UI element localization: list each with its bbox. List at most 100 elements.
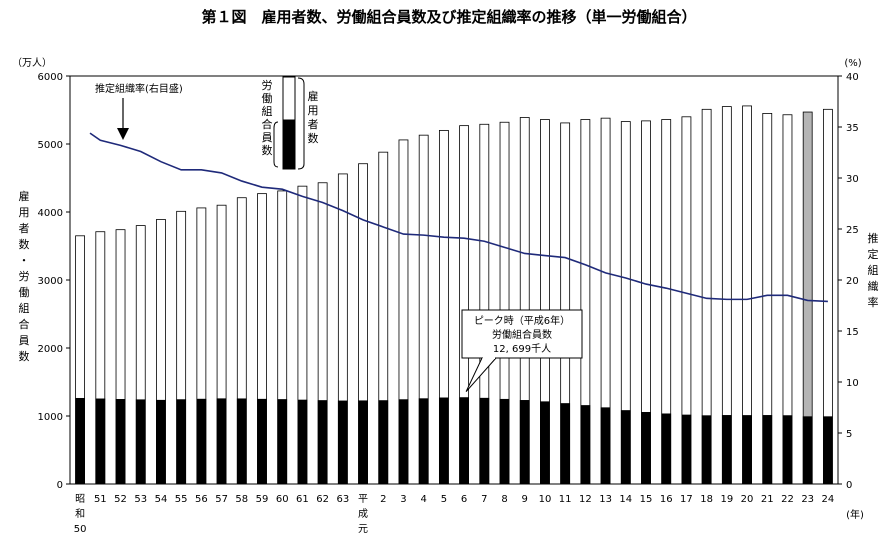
members-bar (135, 399, 146, 485)
members-bar (236, 398, 247, 485)
x-tick-label: 52 (114, 494, 127, 505)
members-bar (398, 399, 409, 485)
members-bar (782, 415, 793, 485)
members-bar (196, 398, 207, 485)
x-tick-label: 56 (195, 494, 208, 505)
x-tick-label: 24 (822, 494, 835, 505)
members-bar (681, 414, 692, 485)
x-tick-label: 22 (781, 494, 794, 505)
x-tick-label: 60 (276, 494, 289, 505)
legend-employees-brace (297, 77, 305, 170)
members-bar (459, 397, 470, 485)
rate-arrowhead (117, 128, 129, 140)
right-tick-label: 20 (846, 276, 859, 287)
x-tick-label: 14 (619, 494, 632, 505)
x-tick-label: 13 (599, 494, 612, 505)
left-axis-title: 合 (19, 317, 30, 331)
members-bar (560, 403, 571, 485)
bars (75, 105, 833, 485)
right-tick-label: 25 (846, 225, 859, 236)
right-axis-title: 定 (868, 247, 879, 261)
rate-line-group (89, 132, 828, 303)
members-bar (540, 401, 550, 485)
x-tick-label: 平 (358, 494, 368, 505)
members-bar (661, 413, 672, 485)
right-axis-title: 推 (868, 231, 879, 245)
members-bar (600, 407, 611, 485)
legend-members-label: 員 (262, 131, 273, 144)
members-bar (216, 398, 227, 485)
members-bar (822, 416, 833, 485)
x-tick-label: 54 (155, 494, 168, 505)
legend-members-bar (282, 119, 296, 170)
x-tick-label: 元 (358, 524, 368, 535)
x-tick-label: 51 (94, 494, 107, 505)
right-tick-label: 35 (846, 123, 859, 134)
left-axis-title: 雇 (19, 189, 30, 203)
members-bar (317, 400, 328, 485)
members-bar (95, 398, 106, 485)
x-tick-label: 55 (175, 494, 188, 505)
members-bar (438, 397, 449, 485)
members-bar (176, 399, 187, 485)
members-bar (721, 415, 732, 485)
x-tick-label: 20 (741, 494, 754, 505)
legend-employees-label: 者 (308, 118, 319, 131)
members-bar (641, 411, 651, 485)
legend-members-label: 組 (262, 105, 273, 118)
x-tick-label: 18 (700, 494, 713, 505)
left-axis-title: 働 (19, 286, 30, 299)
x-tick-label: 9 (522, 494, 528, 505)
x-tick-label: 4 (420, 494, 426, 505)
left-tick-label: 5000 (38, 140, 63, 151)
right-axis-title: 組 (868, 264, 879, 277)
peak-callout-pointer (465, 357, 497, 392)
x-tick-label: 62 (316, 494, 329, 505)
rate-line (89, 132, 828, 303)
x-tick-label: 58 (235, 494, 248, 505)
members-bar (499, 398, 510, 485)
members-bar (762, 415, 773, 485)
left-tick-label: 3000 (38, 276, 63, 287)
x-tick-label: 53 (134, 494, 147, 505)
x-tick-label: 17 (680, 494, 693, 505)
right-tick-label: 10 (846, 378, 859, 389)
left-axis-title: 労 (19, 269, 30, 283)
x-tick-label: 成 (358, 508, 368, 520)
x-tick-label: 15 (640, 494, 653, 505)
members-bar (257, 398, 267, 485)
left-axis-title: 員 (19, 334, 30, 347)
x-tick-label: 和 (75, 508, 85, 520)
members-bar (701, 415, 712, 485)
left-axis-title: 用 (19, 206, 30, 219)
members-bar (742, 415, 752, 485)
x-tick-label: 12 (579, 494, 592, 505)
members-bar (620, 410, 631, 485)
x-tick-label: 10 (539, 494, 552, 505)
axes: 0 1000 2000 3000 4000 5000 6000 0 5 10 15 20 25 30 35 4… (38, 72, 859, 491)
members-bar (358, 400, 368, 485)
left-axis-title: ・ (19, 254, 30, 267)
legend-members-label: 労 (262, 78, 273, 92)
peak-callout-box (461, 309, 583, 359)
legend-employees-label: 雇 (308, 89, 319, 103)
x-tick-label: 63 (336, 494, 349, 505)
right-tick-label: 15 (846, 327, 859, 338)
right-tick-label: 0 (846, 480, 852, 491)
legend-employees-label: 数 (308, 132, 319, 145)
members-bar (277, 399, 288, 485)
x-tick-label: 2 (380, 494, 386, 505)
legend-employees-label: 用 (308, 104, 319, 117)
members-bar (156, 399, 166, 485)
legend-members-label: 数 (262, 144, 273, 157)
x-tick-label: 3 (400, 494, 406, 505)
right-axis-title: 織 (868, 280, 879, 293)
right-tick-label: 30 (846, 174, 859, 185)
members-bar (479, 397, 490, 485)
x-tick-label: 21 (761, 494, 774, 505)
right-axis-title: 率 (868, 295, 879, 309)
